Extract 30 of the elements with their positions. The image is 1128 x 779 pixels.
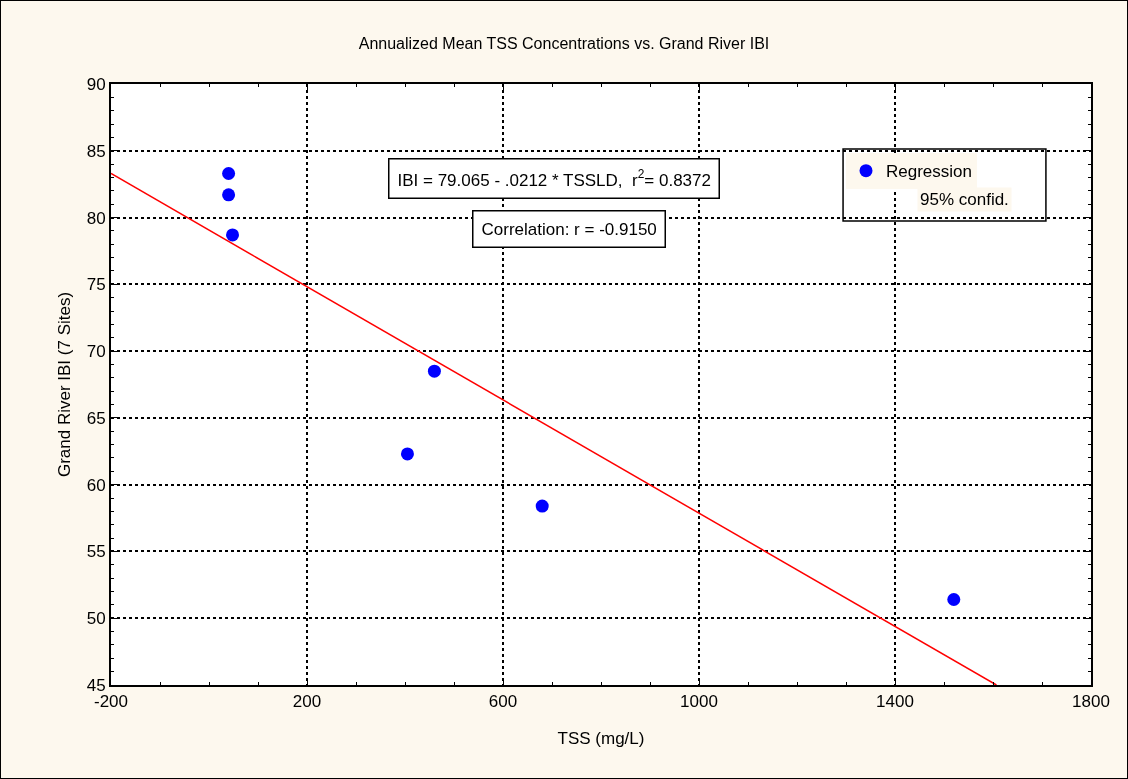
y-axis-title: Grand River IBI (7 Sites) [54, 291, 74, 478]
point [535, 499, 549, 513]
x-tick-label: -200 [93, 692, 129, 712]
point [222, 188, 236, 202]
annotation: 95% confid. [920, 190, 1009, 209]
x-tick-label: 1800 [1072, 692, 1110, 712]
y-tick-label: 85 [86, 141, 106, 161]
legend-label: Regression [886, 162, 972, 182]
y-tick-label: 45 [86, 675, 106, 695]
point [222, 166, 236, 180]
point [226, 228, 240, 242]
chart-title: Annualized Mean TSS Concentrations vs. Grand River IBI [358, 35, 770, 53]
x-axis-title: TSS (mg/L) [557, 729, 645, 749]
y-tick-label: 55 [86, 542, 106, 562]
x-tick-label: 200 [292, 692, 322, 712]
y-tick-label: 65 [86, 408, 106, 428]
point [400, 447, 414, 461]
y-tick-label: 60 [86, 475, 106, 495]
annotation: Correlation: r = -0.9150 [481, 219, 657, 239]
x-tick-label: 1400 [876, 692, 914, 712]
point [947, 593, 961, 607]
y-tick-label: 90 [86, 74, 106, 94]
x-tick-label: 600 [488, 692, 518, 712]
y-tick-label: 50 [86, 609, 106, 629]
y-tick-label: 80 [86, 208, 106, 228]
point [427, 364, 441, 378]
x-tick-label: 1000 [680, 692, 718, 712]
y-tick-label: 70 [86, 342, 106, 362]
y-tick-label: 75 [86, 275, 106, 295]
annotation: IBI = 79.065 - .0212 * TSSLD, r$^{2}$= 0.8372 [397, 167, 711, 190]
